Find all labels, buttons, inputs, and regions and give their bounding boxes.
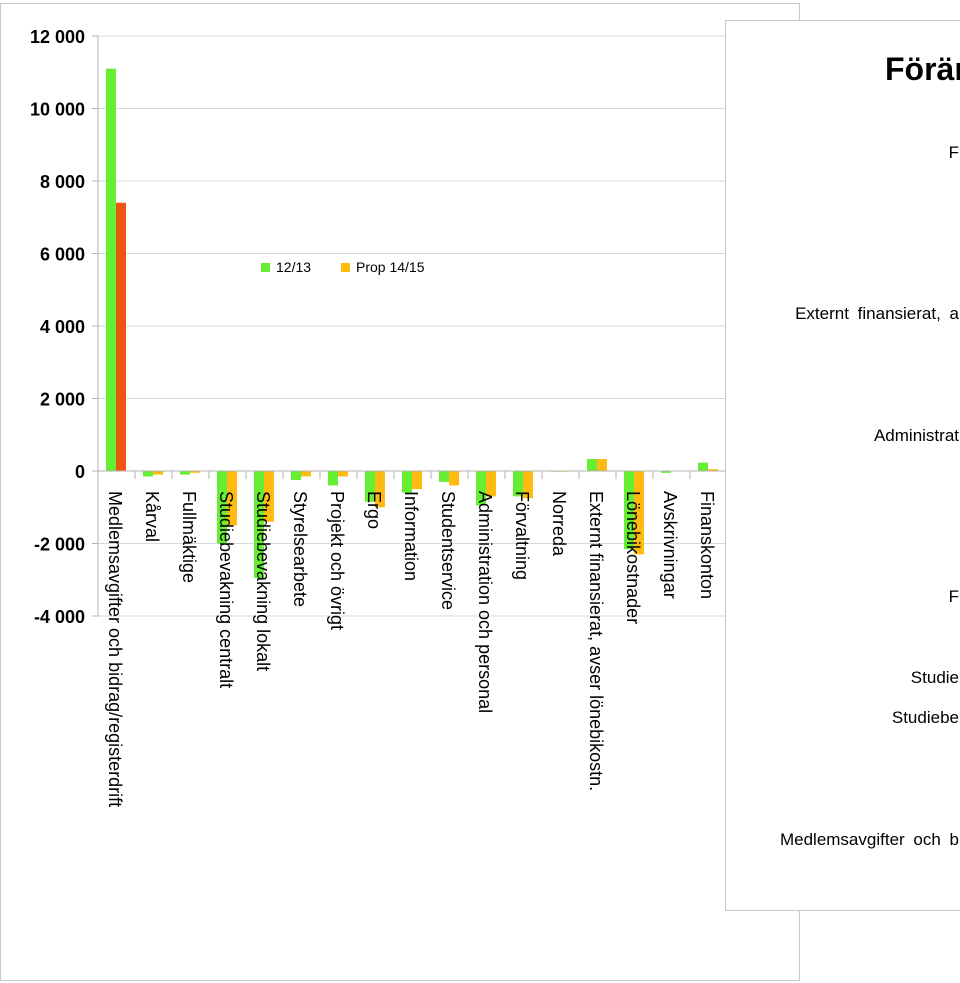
x-category-label: Studiebevakning lokalt — [253, 491, 273, 671]
bar-series-2 — [375, 471, 385, 508]
bar-series-1 — [476, 471, 486, 506]
bar-series-2 — [190, 471, 200, 473]
legend-swatch — [261, 263, 270, 272]
bar-series-2 — [486, 471, 496, 497]
x-category-label: Finanskonton — [697, 491, 717, 599]
side-label: F — [948, 143, 959, 162]
x-category-label: Ergo — [364, 491, 384, 529]
bar-series-2 — [338, 471, 348, 477]
y-tick-label: 0 — [75, 462, 85, 482]
bar-series-1 — [402, 471, 412, 493]
bar-series-2 — [116, 202, 126, 471]
y-tick-label: -2 000 — [34, 535, 85, 555]
bar-series-2 — [708, 469, 718, 471]
y-tick-label: 12 000 — [30, 27, 85, 47]
y-tick-label: 6 000 — [40, 245, 85, 265]
x-category-label: Medlemsavgifter och bidrag/registerdrift — [105, 491, 125, 807]
bar-series-2 — [597, 459, 607, 471]
bar-series-2 — [634, 471, 644, 555]
x-category-label: Externt finansierat, avser lönebikostn. — [586, 491, 606, 791]
x-category-label: Administration och personal — [475, 491, 495, 713]
y-tick-label: 10 000 — [30, 100, 85, 120]
bar-series-2 — [227, 471, 237, 526]
bar-series-1 — [106, 68, 116, 471]
bar-series-2 — [523, 471, 533, 499]
x-category-label: Norreda — [549, 491, 569, 557]
bar-series-1 — [439, 471, 449, 482]
bar-series-1 — [661, 471, 671, 473]
bar-series-2 — [449, 471, 459, 486]
bar-series-1 — [698, 462, 708, 471]
bar-series-1 — [365, 471, 375, 502]
side-label: F — [948, 587, 959, 606]
bar-series-1 — [328, 471, 338, 486]
bar-series-1 — [624, 471, 634, 549]
legend-swatch — [341, 263, 350, 272]
x-category-label: Fullmäktige — [179, 491, 199, 583]
x-category-label: Styrelsearbete — [290, 491, 310, 607]
legend-label: Prop 14/15 — [356, 259, 425, 275]
x-category-label: Studiebevakning centralt — [216, 491, 236, 688]
x-category-label: Kårval — [142, 491, 162, 542]
x-category-label: Förvaltning — [512, 491, 532, 580]
bar-series-1 — [587, 459, 597, 471]
bar-series-1 — [291, 471, 301, 481]
bar-series-1 — [217, 471, 227, 544]
bar-series-2 — [301, 471, 311, 477]
bar-series-1 — [513, 471, 523, 497]
side-label: Medlemsavgifter och b — [779, 830, 959, 849]
side-panel: Förän F Externt finansierat, a Administr… — [725, 20, 960, 911]
y-tick-label: -4 000 — [34, 607, 85, 627]
y-tick-label: 8 000 — [40, 172, 85, 192]
side-label: Externt finansierat, a — [795, 304, 959, 323]
side-label: Studie — [910, 668, 959, 687]
bar-series-1 — [254, 471, 264, 578]
bar-series-2 — [412, 471, 422, 490]
bar-series-2 — [264, 471, 274, 522]
x-category-label: Lönebikostnader — [623, 491, 643, 624]
bar-series-2 — [153, 471, 163, 475]
side-label: Studiebe — [891, 708, 959, 727]
x-category-label: Avskrivningar — [660, 491, 680, 599]
x-category-label: Studentservice — [438, 491, 458, 610]
bar-series-1 — [143, 471, 153, 477]
side-label: Administrat — [873, 426, 959, 445]
side-panel-title: Förän — [885, 51, 960, 87]
bar-chart: 12 000 10 000 8 000 6 000 4 000 2 000 0 -2 000 -… — [30, 27, 728, 807]
y-tick-label: 2 000 — [40, 390, 85, 410]
bar-series-1 — [180, 471, 190, 475]
legend-label: 12/13 — [276, 259, 311, 275]
x-category-label: Information — [401, 491, 421, 581]
x-category-label: Projekt och övrigt — [327, 491, 347, 630]
y-tick-label: 4 000 — [40, 317, 85, 337]
chart-frame: 12 000 10 000 8 000 6 000 4 000 2 000 0 -2 000 -… — [0, 3, 800, 981]
